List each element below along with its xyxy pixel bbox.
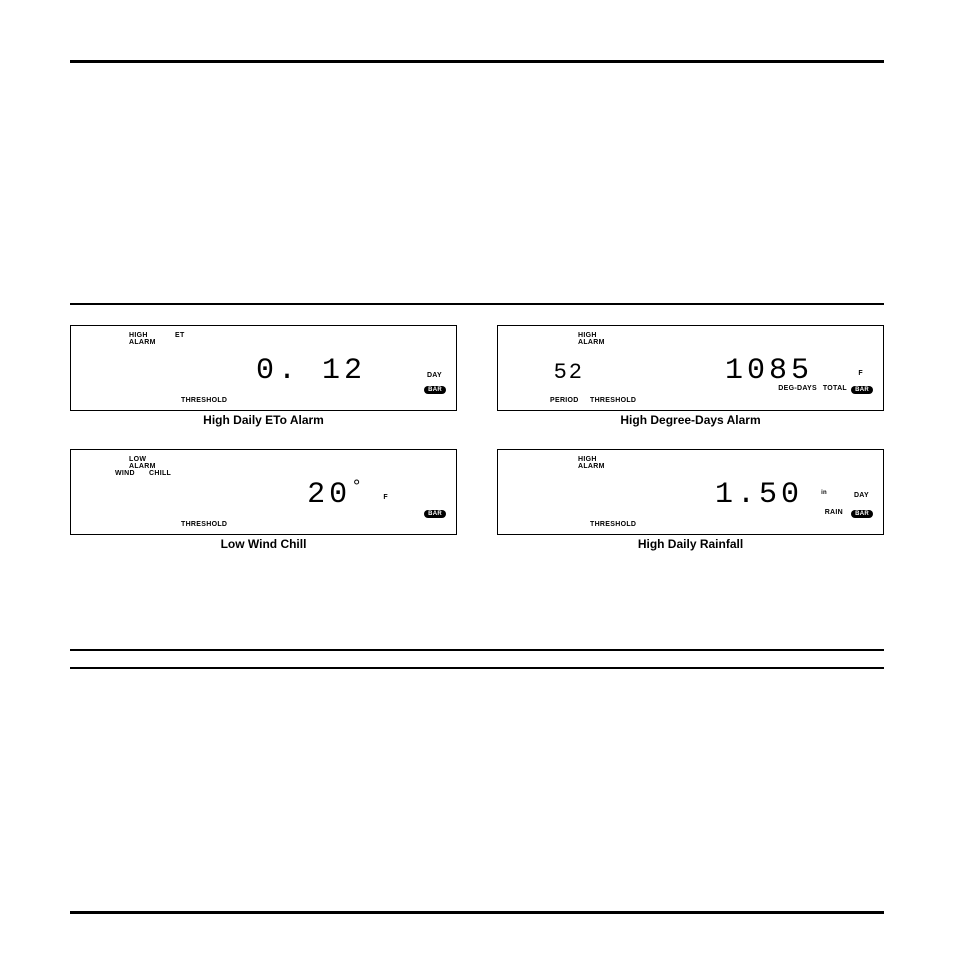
value-display: 0. 12 [206,354,366,388]
label-high: HIGH [578,456,605,463]
panel-low-wind-chill: LOW ALARM WIND CHILL 20° F BAR THRESHOLD… [70,449,457,559]
label-threshold: THRESHOLD [590,397,636,404]
lcd-display: HIGH ALARM 52 1085 F DEG-DAYS TOTAL BAR … [497,325,884,411]
unit-f: F [858,370,863,377]
value-display: 1085 [683,354,813,388]
bar-icon: BAR [424,386,446,394]
lcd-display: HIGH ALARM 1.50 in DAY RAIN BAR THRESHOL… [497,449,884,535]
lcd-grid: HIGH ALARM ET 0. 12 DAY BAR THRESHOLD Hi… [70,325,884,559]
label-day: DAY [854,492,869,499]
value-period: 52 [534,360,584,385]
label-wind: WIND [115,470,135,477]
label-alarm: ALARM [129,339,156,346]
caption: Low Wind Chill [70,535,457,559]
caption: High Daily Rainfall [497,535,884,559]
indicator-high-alarm: HIGH ALARM [578,332,605,347]
indicator-low-alarm: LOW ALARM [129,456,156,471]
label-threshold: THRESHOLD [590,521,636,528]
label-degdays: DEG-DAYS [778,385,817,392]
label-rain: RAIN [825,509,843,516]
unit-f: F [383,494,388,501]
panel-high-daily-rainfall: HIGH ALARM 1.50 in DAY RAIN BAR THRESHOL… [497,449,884,559]
label-alarm: ALARM [578,463,605,470]
lcd-display: LOW ALARM WIND CHILL 20° F BAR THRESHOLD [70,449,457,535]
value-number: 20 [307,478,351,512]
indicator-high-alarm: HIGH ALARM [578,456,605,471]
label-threshold: THRESHOLD [181,397,227,404]
document-page: HIGH ALARM ET 0. 12 DAY BAR THRESHOLD Hi… [70,60,884,914]
rule-3 [70,667,884,669]
bottom-rule [70,911,884,914]
lcd-display: HIGH ALARM ET 0. 12 DAY BAR THRESHOLD [70,325,457,411]
label-et: ET [175,332,185,339]
bar-icon: BAR [851,510,873,518]
label-high: HIGH [129,332,156,339]
value-display: 20° [206,478,366,512]
panel-high-degree-days: HIGH ALARM 52 1085 F DEG-DAYS TOTAL BAR … [497,325,884,435]
caption: High Daily ETo Alarm [70,411,457,435]
label-alarm: ALARM [578,339,605,346]
value-display: 1.50 [663,478,803,512]
section-rule-lower [70,649,884,669]
label-total: TOTAL [823,385,847,392]
bar-icon: BAR [424,510,446,518]
label-threshold: THRESHOLD [181,521,227,528]
rule-1 [70,303,884,305]
degree-symbol: ° [351,478,366,498]
label-chill: CHILL [149,470,171,477]
top-rule [70,60,884,63]
unit-in: in [821,490,827,496]
label-period: PERIOD [550,397,579,404]
caption: High Degree-Days Alarm [497,411,884,435]
panel-high-daily-eto: HIGH ALARM ET 0. 12 DAY BAR THRESHOLD Hi… [70,325,457,435]
label-day: DAY [427,372,442,379]
label-low: LOW [129,456,156,463]
section-rule-upper [70,303,884,305]
label-high: HIGH [578,332,605,339]
bar-icon: BAR [851,386,873,394]
indicator-high-alarm: HIGH ALARM [129,332,156,347]
